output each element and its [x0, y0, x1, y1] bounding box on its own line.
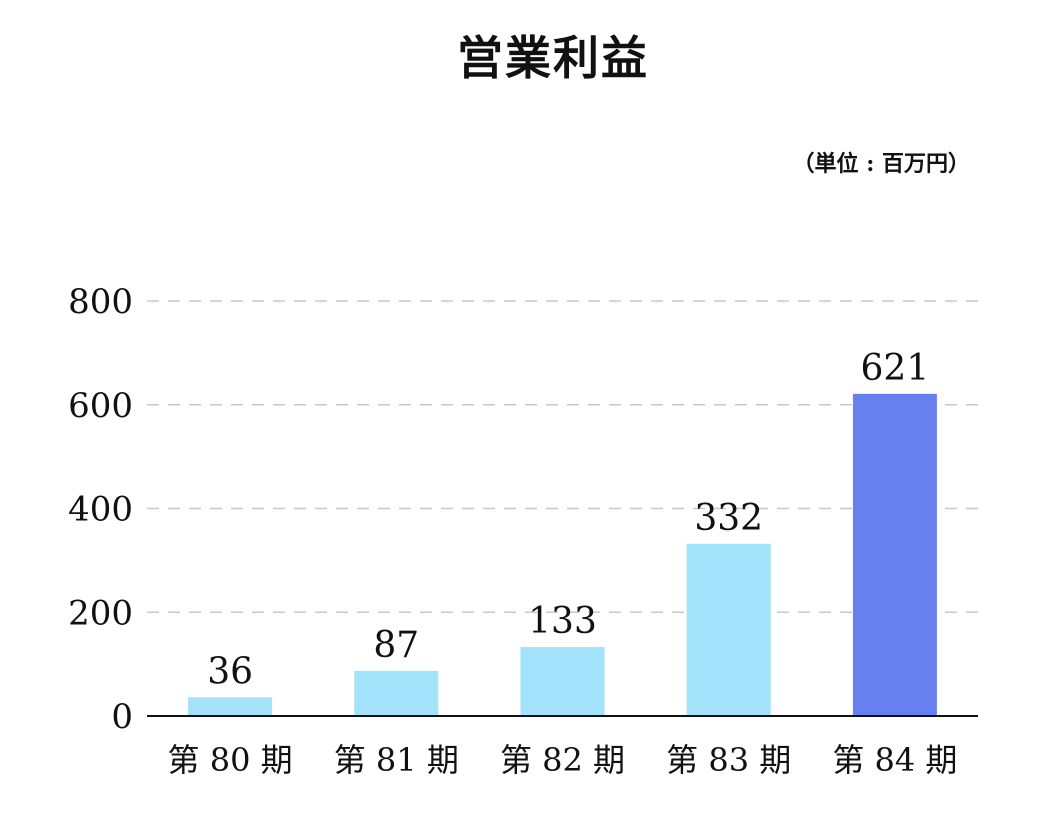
- bar: [188, 697, 273, 716]
- x-tick-label: 第 83 期: [666, 741, 791, 779]
- y-tick-label: 800: [68, 282, 133, 322]
- y-tick-label: 600: [68, 386, 133, 426]
- x-tick-label: 第 84 期: [832, 741, 957, 779]
- bar: [686, 543, 771, 716]
- data-label: 621: [861, 348, 930, 389]
- y-tick-label: 200: [68, 593, 133, 633]
- x-tick-label: 第 82 期: [500, 741, 625, 779]
- chart-title: 営業利益: [457, 31, 649, 85]
- data-label: 133: [528, 601, 597, 642]
- data-label: 36: [207, 651, 253, 692]
- y-tick-label: 400: [68, 490, 133, 530]
- bar: [852, 393, 937, 716]
- x-tick-label: 第 80 期: [168, 741, 293, 779]
- y-tick-label: 0: [111, 697, 133, 737]
- bar: [520, 647, 605, 716]
- data-label: 332: [694, 498, 763, 539]
- unit-label: （単位 : 百万円）: [792, 151, 970, 177]
- bar: [354, 670, 439, 716]
- x-tick-label: 第 81 期: [334, 741, 459, 779]
- data-label: 87: [373, 625, 419, 666]
